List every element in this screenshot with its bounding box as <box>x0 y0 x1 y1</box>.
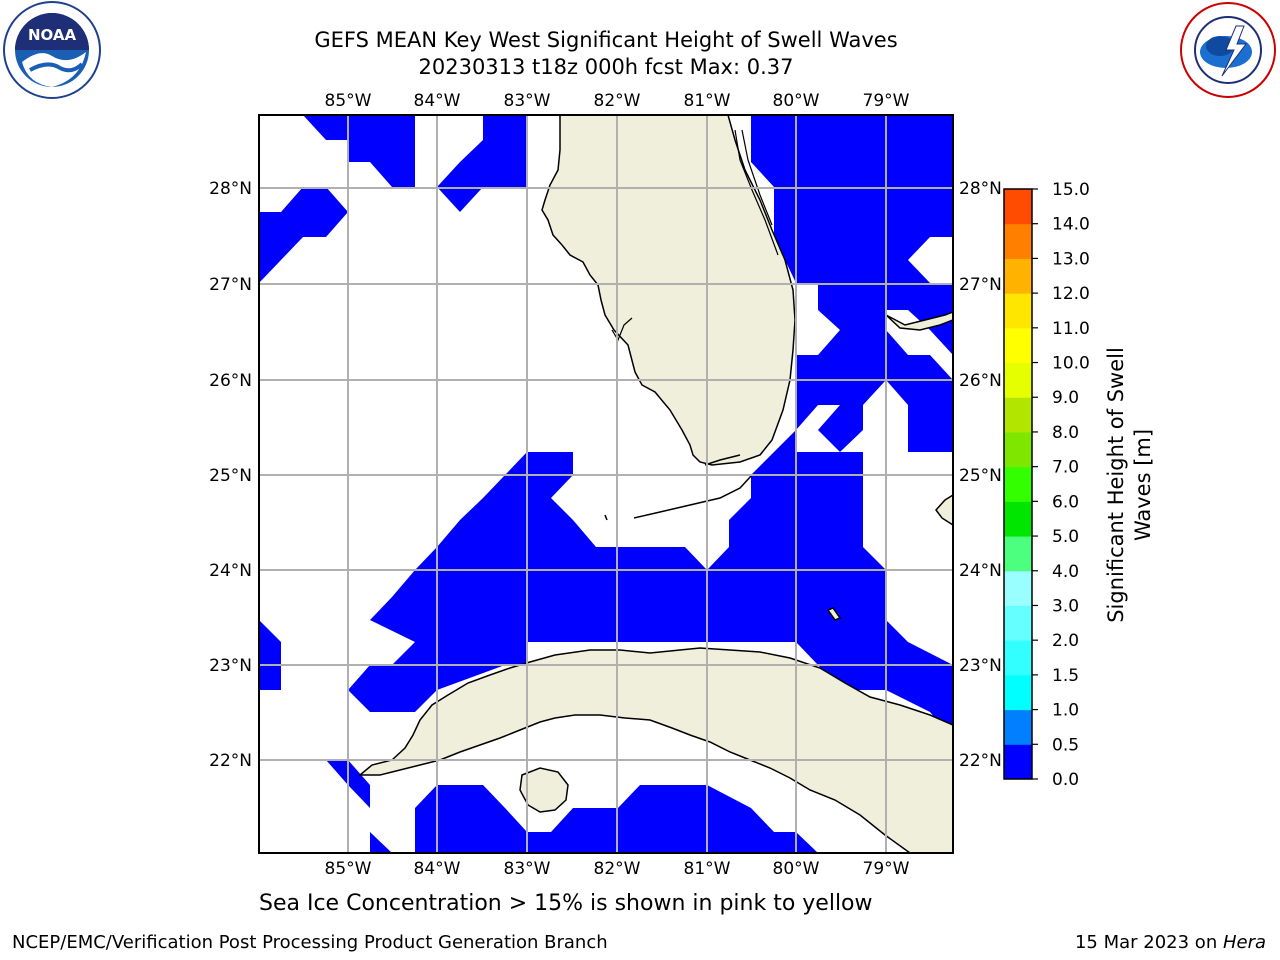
colorbar-tick-label: 7.0 <box>1052 458 1079 478</box>
lon-tick-top: 81°W <box>684 91 731 111</box>
colorbar-ticks: 0.0 0.5 1.0 1.5 2.0 3.0 4.0 5.0 6.0 7.0 8.0 9.0 10.0… <box>1032 180 1090 790</box>
florida-keys <box>604 454 753 521</box>
lat-tick-right: 22°N <box>959 751 1002 771</box>
nws-logo <box>1180 2 1276 98</box>
lon-tick-top: 79°W <box>863 91 910 111</box>
lon-tick-bottom: 85°W <box>325 859 372 879</box>
colorbar-tick-label: 3.0 <box>1052 596 1079 616</box>
lat-tick-left: 27°N <box>209 275 252 295</box>
footer-machine: Hera <box>1222 932 1266 953</box>
colorbar-tick-label: 0.5 <box>1052 735 1079 755</box>
noaa-logo-text: NOAA <box>28 26 77 44</box>
colorbar-tick-label: 10.0 <box>1052 354 1090 374</box>
lat-tick-left: 23°N <box>209 656 252 676</box>
sea-ice-caption: Sea Ice Concentration > 15% is shown in … <box>259 891 873 916</box>
lon-tick-bottom: 84°W <box>414 859 461 879</box>
map-frame <box>258 114 954 854</box>
cuba-land <box>357 647 953 853</box>
florida-land <box>541 115 796 466</box>
lat-tick-left: 24°N <box>209 561 252 581</box>
lon-tick-top: 80°W <box>773 91 820 111</box>
colorbar-segment <box>1004 258 1032 294</box>
footer-date: 15 Mar 2023 on Hera <box>1075 932 1266 953</box>
lon-tick-bottom: 83°W <box>504 859 551 879</box>
colorbar-segment <box>1004 327 1032 364</box>
colorbar-tick-label: 11.0 <box>1052 319 1090 339</box>
map-title: GEFS MEAN Key West Significant Height of… <box>314 28 898 52</box>
colorbar-segment <box>1004 362 1032 398</box>
colorbar-tick-label: 12.0 <box>1052 284 1090 304</box>
colorbar-segment <box>1004 709 1032 745</box>
colorbar-segment <box>1004 466 1032 502</box>
colorbar-tick-label: 8.0 <box>1052 423 1079 443</box>
lat-tick-left: 26°N <box>209 371 252 391</box>
colorbar-label-line2: Waves [m] <box>1131 429 1155 541</box>
lon-tick-top: 83°W <box>504 91 551 111</box>
lon-tick-top: 84°W <box>414 91 461 111</box>
lon-tick-top: 82°W <box>594 91 641 111</box>
colorbar-tick-label: 1.5 <box>1052 666 1079 686</box>
colorbar-tick-label: 1.0 <box>1052 701 1079 721</box>
colorbar-frame <box>1003 188 1033 780</box>
lat-tick-left: 25°N <box>209 466 252 486</box>
lat-tick-right: 25°N <box>959 466 1002 486</box>
colorbar-tick-label: 5.0 <box>1052 527 1079 547</box>
colorbar-tick-label: 14.0 <box>1052 215 1090 235</box>
colorbar-tick-label: 4.0 <box>1052 562 1079 582</box>
colorbar-label-line1: Significant Height of Swell <box>1104 347 1128 623</box>
colorbar <box>1003 188 1033 780</box>
colorbar-segment <box>1004 501 1032 537</box>
colorbar-tick-label: 0.0 <box>1052 770 1079 790</box>
map-subtitle: 20230313 t18z 000h fcst Max: 0.37 <box>418 55 794 79</box>
colorbar-segment <box>1004 640 1032 676</box>
colorbar-tick-label: 15.0 <box>1052 180 1090 200</box>
lon-tick-bottom: 80°W <box>773 859 820 879</box>
colorbar-segment <box>1004 397 1032 433</box>
lat-tick-left: 22°N <box>209 751 252 771</box>
lat-tick-right: 24°N <box>959 561 1002 581</box>
lon-tick-bottom: 82°W <box>594 859 641 879</box>
colorbar-tick-label: 9.0 <box>1052 388 1079 408</box>
colorbar-segment <box>1004 570 1032 606</box>
lat-tick-right: 27°N <box>959 275 1002 295</box>
noaa-logo: NOAA <box>3 1 101 99</box>
lat-tick-right: 23°N <box>959 656 1002 676</box>
colorbar-segment <box>1004 744 1032 780</box>
lon-tick-bottom: 81°W <box>684 859 731 879</box>
colorbar-segment <box>1004 536 1032 572</box>
land <box>357 115 953 853</box>
colorbar-segment <box>1004 674 1032 711</box>
colorbar-tick-label: 13.0 <box>1052 249 1090 269</box>
lon-tick-top: 85°W <box>325 91 372 111</box>
colorbar-segment <box>1004 431 1032 468</box>
colorbar-segment <box>1004 293 1032 329</box>
footer-credit: NCEP/EMC/Verification Post Processing Pr… <box>12 932 608 953</box>
colorbar-tick-label: 6.0 <box>1052 492 1079 512</box>
colorbar-segment <box>1004 189 1032 225</box>
isla-juventud-land <box>519 767 569 813</box>
graticule <box>259 115 953 853</box>
lon-tick-bottom: 79°W <box>863 859 910 879</box>
colorbar-segment <box>1004 223 1032 259</box>
colorbar-segment <box>1004 605 1032 641</box>
lat-tick-right: 26°N <box>959 371 1002 391</box>
lat-tick-right: 28°N <box>959 179 1002 199</box>
footer-date-text: 15 Mar 2023 on <box>1074 932 1223 953</box>
colorbar-tick-label: 2.0 <box>1052 631 1079 651</box>
lat-tick-left: 28°N <box>209 179 252 199</box>
